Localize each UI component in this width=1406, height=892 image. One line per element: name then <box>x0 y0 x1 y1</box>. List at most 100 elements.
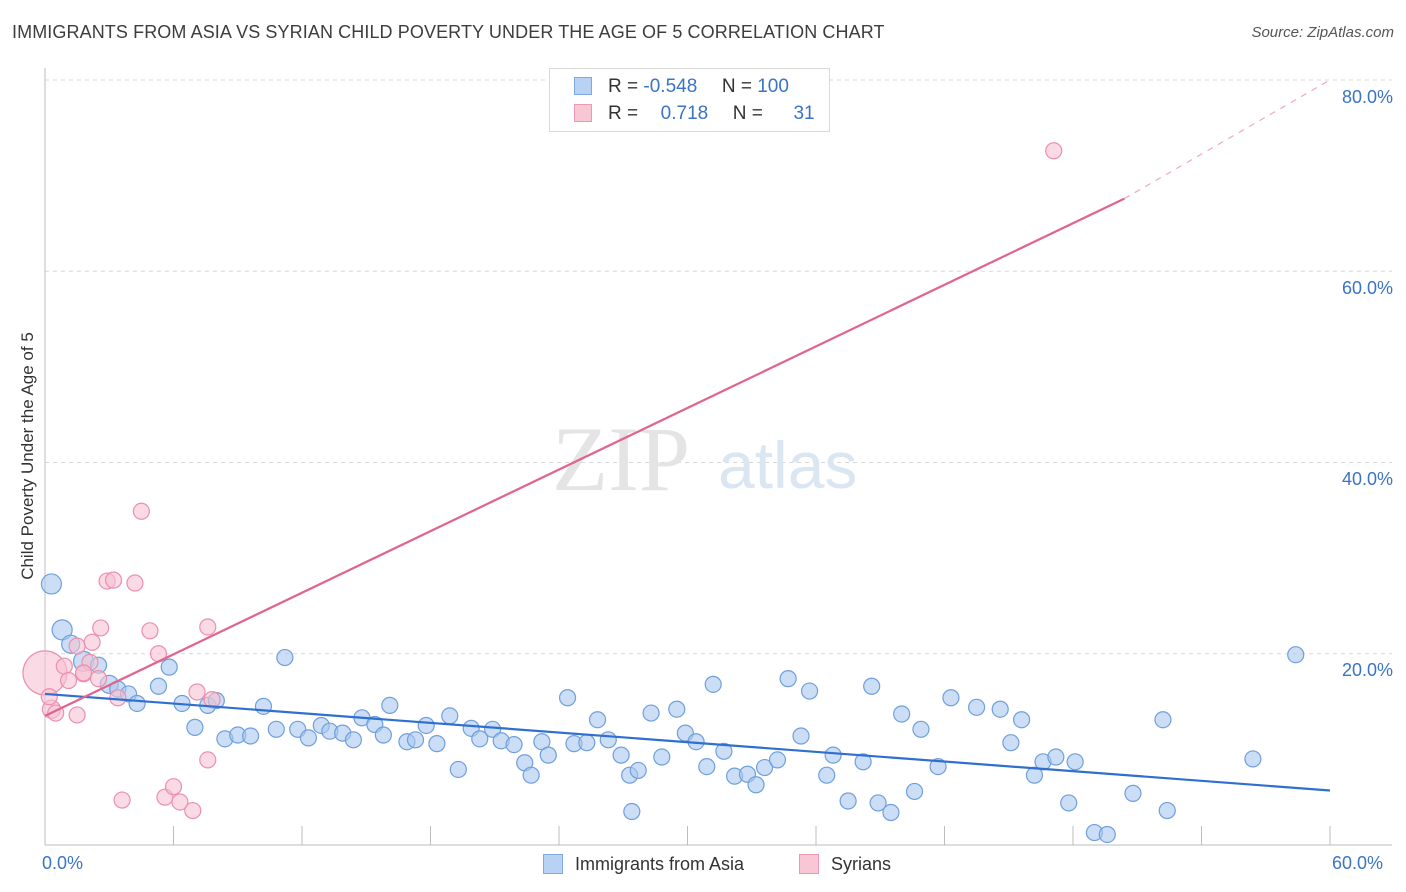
asia-point <box>1124 784 1142 802</box>
asia-point <box>1060 794 1078 812</box>
asia-point <box>344 731 362 749</box>
x-tick-60: 60.0% <box>1332 853 1384 873</box>
asia-point <box>299 729 318 747</box>
syrians-point <box>164 778 183 796</box>
asia-point <box>698 757 716 776</box>
asia-point <box>374 726 392 744</box>
syrians-point <box>92 619 110 637</box>
asia-point <box>942 689 960 707</box>
syrians-point <box>59 671 78 690</box>
asia-point <box>254 697 273 715</box>
syrians-point <box>40 688 58 706</box>
asia-point <box>768 751 787 769</box>
syrians-point <box>113 791 131 809</box>
asia-point <box>1244 750 1262 768</box>
n-label: N = <box>721 76 752 97</box>
asia-point <box>779 670 797 688</box>
swatch-syrians <box>574 104 592 122</box>
legend-swatch-asia <box>543 854 563 874</box>
syrians-point <box>199 618 217 636</box>
asia-point <box>715 742 733 760</box>
asia-point <box>186 718 204 736</box>
syrians-point <box>104 571 123 589</box>
asia-point <box>905 782 924 801</box>
asia-point <box>40 573 63 595</box>
asia-point <box>755 758 774 777</box>
asia-point <box>839 792 857 810</box>
syrians-point <box>132 502 150 520</box>
asia-point <box>1287 646 1305 664</box>
y-tick-60: 60.0% <box>1341 278 1393 298</box>
asia-point <box>406 731 425 749</box>
asia-point <box>1154 711 1172 729</box>
asia-point <box>800 682 819 700</box>
asia-point <box>276 648 294 667</box>
asia-point <box>149 677 168 695</box>
asia-point <box>484 720 502 738</box>
asia-point <box>51 619 73 641</box>
r-label: R = <box>608 76 639 97</box>
trend-lines <box>44 79 1331 792</box>
watermark-zip: ZIP <box>552 408 690 510</box>
asia-point <box>1047 748 1065 766</box>
watermark-atlas: atlas <box>718 428 857 502</box>
asia-point <box>267 720 285 738</box>
syrians-point <box>184 801 202 820</box>
syrians-point <box>74 664 93 682</box>
syrians-point <box>83 633 101 651</box>
syrians-point <box>171 793 189 811</box>
asia-point <box>428 735 446 753</box>
asia-point <box>623 802 641 821</box>
n-label: N = <box>732 103 763 124</box>
syrians-point <box>199 751 217 769</box>
asia-point <box>1158 801 1176 820</box>
trend-extension-syrians <box>1124 79 1331 200</box>
syrians-point <box>68 706 86 724</box>
asia-point <box>668 700 686 718</box>
r-label: R = <box>608 103 639 124</box>
asia-point <box>642 704 660 722</box>
n-value-asia: 100 <box>757 76 789 97</box>
syrians-point <box>141 622 159 640</box>
r-value-syrians: 0.718 <box>660 103 709 124</box>
asia-point <box>629 761 647 780</box>
asia-point <box>863 677 881 695</box>
syrians-point <box>55 657 73 675</box>
asia-point <box>160 658 178 676</box>
asia-point <box>128 694 146 713</box>
asia-point <box>929 757 947 776</box>
asia-point <box>991 700 1009 718</box>
asia-point <box>1066 753 1084 771</box>
stats-legend: R = -0.548 N = 100 R = 0.718 N = 31 <box>549 68 830 132</box>
asia-point <box>747 776 765 794</box>
asia-point <box>588 711 607 729</box>
asia-point <box>968 698 986 716</box>
syrians-point <box>109 689 127 707</box>
asia-point <box>612 746 630 764</box>
chart-title: IMMIGRANTS FROM ASIA VS SYRIAN CHILD POV… <box>12 22 885 42</box>
asia-point <box>558 689 577 707</box>
asia-point <box>882 803 900 822</box>
x-tick-0: 0.0% <box>42 853 84 873</box>
r-value-asia: -0.548 <box>643 76 698 97</box>
asia-point <box>912 720 930 738</box>
legend-label-asia: Immigrants from Asia <box>575 854 745 874</box>
asia-point <box>522 766 540 784</box>
asia-point <box>818 766 836 784</box>
asia-point <box>441 707 459 725</box>
asia-point <box>704 675 722 693</box>
asia-point <box>578 734 596 752</box>
source-note: Source: ZipAtlas.com <box>1251 24 1394 41</box>
asia-point <box>381 696 399 714</box>
asia-point <box>449 760 467 779</box>
asia-point <box>893 705 911 723</box>
series-syrians <box>22 142 1063 820</box>
syrians-point <box>203 691 221 709</box>
trend-line-asia <box>44 692 1331 792</box>
series-legend: Immigrants from Asia Syrians <box>0 852 1406 878</box>
asia-point <box>824 746 842 764</box>
syrians-point <box>188 683 206 701</box>
asia-point <box>417 716 435 735</box>
y-tick-40: 40.0% <box>1341 469 1393 489</box>
watermark: ZIP atlas <box>552 408 857 510</box>
